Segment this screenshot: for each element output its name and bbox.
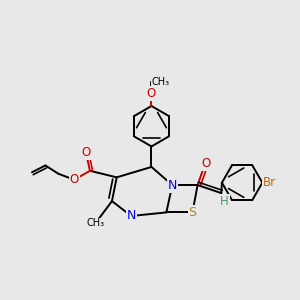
Text: S: S (188, 206, 196, 219)
Text: Br: Br (263, 176, 276, 189)
Text: CH₃: CH₃ (86, 218, 105, 228)
Text: O: O (202, 157, 211, 170)
Text: O: O (82, 146, 91, 160)
Text: N: N (127, 209, 136, 223)
Text: O: O (147, 87, 156, 100)
Text: CH₃: CH₃ (151, 76, 169, 87)
Text: O: O (70, 173, 79, 186)
Text: N: N (168, 178, 177, 192)
Text: H: H (220, 195, 229, 208)
